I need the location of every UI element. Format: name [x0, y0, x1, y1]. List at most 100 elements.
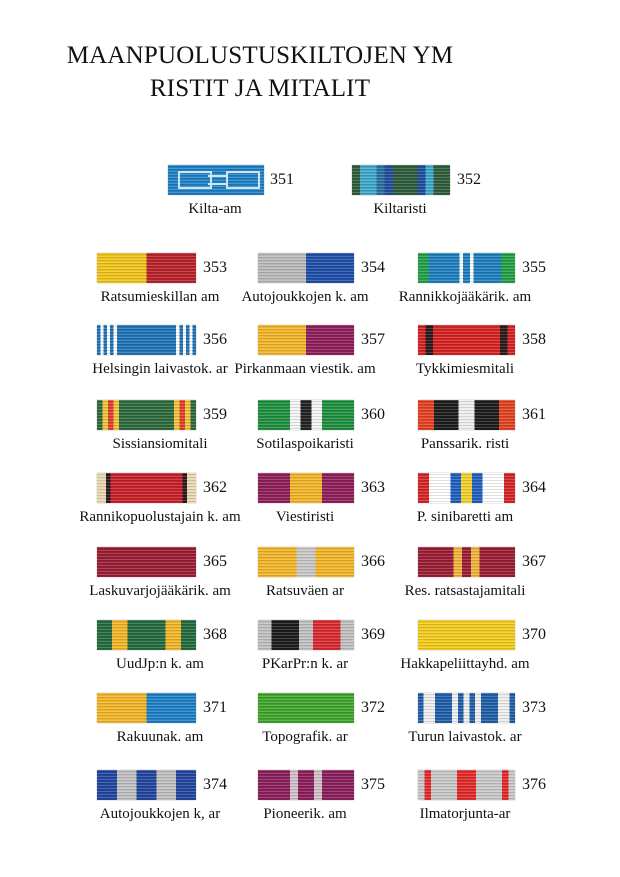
ribbon-entry: 367 Res. ratsastajamitali: [0, 547, 620, 617]
ribbon-number: 352: [457, 171, 481, 188]
ribbon-swatch: [418, 473, 515, 503]
ribbon-name: Topografik. ar: [262, 729, 348, 745]
ribbon-entry: 356 Helsingin laivastok. ar: [0, 325, 620, 395]
ribbon-entry: 371 Rakuunak. am: [0, 693, 620, 763]
ribbon-swatch: [258, 473, 354, 503]
ribbon-name: Ratsumieskillan am: [100, 289, 220, 305]
page-title-line-1: MAANPUOLUSTUSKILTOJEN YM: [66, 42, 454, 69]
ribbon-name: Rakuunak. am: [116, 729, 204, 745]
ribbon-swatch: [97, 620, 196, 650]
ribbon-number: 376: [522, 776, 546, 793]
ribbon-number: 375: [361, 776, 385, 793]
ribbon-number: 362: [203, 479, 227, 496]
ribbon-entry: 373 Turun laivastok. ar: [0, 693, 620, 763]
ribbon-number: 357: [361, 331, 385, 348]
ribbon-entry: 361 Panssarik. risti: [0, 400, 620, 470]
ribbon-name: Autojoukkojen k. am: [241, 289, 369, 305]
ribbon-name: Autojoukkojen k, ar: [99, 806, 221, 822]
ribbon-entry: 358 Tykkimiesmitali: [0, 325, 620, 395]
ribbon-swatch: [258, 620, 354, 650]
ribbon-swatch: [258, 325, 354, 355]
ribbon-swatch: [168, 165, 264, 195]
ribbon-entry: 362 Rannikopuolustajain k. am: [0, 473, 620, 543]
ribbon-number: 356: [203, 331, 227, 348]
ribbon-swatch: [418, 325, 515, 355]
ribbon-number: 368: [203, 626, 227, 643]
ribbon-swatch: [258, 400, 354, 430]
ribbon-swatch: [97, 473, 196, 503]
ribbon-entry: 368 UudJp:n k. am: [0, 620, 620, 690]
ribbon-swatch: [418, 620, 515, 650]
ribbon-name: UudJp:n k. am: [116, 656, 204, 672]
ribbon-entry: 352 Kiltaristi: [0, 165, 620, 235]
ribbon-number: 367: [522, 553, 546, 570]
cross-pattern: [208, 175, 226, 185]
ribbon-name: Tykkimiesmitali: [415, 361, 515, 377]
ribbon-entry: 370 Hakkapeliittayhd. am: [0, 620, 620, 690]
ribbon-number: 360: [361, 406, 385, 423]
ribbon-entry: 357 Pirkanmaan viestik. am: [0, 325, 620, 395]
cross-pattern: [226, 171, 260, 189]
ribbon-name: PKarPr:n k. ar: [261, 656, 349, 672]
ribbon-number: 374: [203, 776, 227, 793]
ribbon-number: 366: [361, 553, 385, 570]
ribbon-name: P. sinibaretti am: [416, 509, 514, 525]
cross-pattern: [178, 171, 212, 189]
ribbon-name: Viestiristi: [275, 509, 335, 525]
ribbon-number: 353: [203, 259, 227, 276]
ribbon-name: Sotilaspoikaristi: [256, 436, 354, 452]
ribbon-name: Pioneerik. am: [263, 806, 347, 822]
ribbon-number: 363: [361, 479, 385, 496]
ribbon-swatch: [418, 770, 515, 800]
ribbon-entry: 355 Rannikkojääkärik. am: [0, 253, 620, 323]
ribbon-name: Helsingin laivastok. ar: [92, 361, 228, 377]
ribbon-entry: 359 Sissiansiomitali: [0, 400, 620, 470]
ribbon-name: Kiltaristi: [373, 201, 427, 217]
ribbon-entry: 366 Ratsuväen ar: [0, 547, 620, 617]
ribbon-number: 359: [203, 406, 227, 423]
ribbon-entry: 351 Kilta-am: [0, 165, 620, 235]
ribbon-number: 351: [270, 171, 294, 188]
ribbon-entry: 374 Autojoukkojen k, ar: [0, 770, 620, 840]
ribbon-entry: 369 PKarPr:n k. ar: [0, 620, 620, 690]
ribbon-swatch: [258, 547, 354, 577]
ribbon-name: Laskuvarjojääkärik. am: [89, 583, 231, 599]
ribbon-swatch: [97, 325, 196, 355]
ribbon-entry: 376 Ilmatorjunta-ar: [0, 770, 620, 840]
ribbon-entry: 360 Sotilaspoikaristi: [0, 400, 620, 470]
ribbon-name: Ilmatorjunta-ar: [419, 806, 511, 822]
ribbon-number: 372: [361, 699, 385, 716]
ribbon-name: Rannikopuolustajain k. am: [79, 509, 241, 525]
ribbon-swatch: [97, 770, 196, 800]
ribbon-name: Turun laivastok. ar: [408, 729, 522, 745]
ribbon-entry: 354 Autojoukkojen k. am: [0, 253, 620, 323]
ribbon-number: 365: [203, 553, 227, 570]
ribbon-name: Ratsuväen ar: [266, 583, 344, 599]
ribbon-swatch: [258, 693, 354, 723]
ribbon-swatch: [418, 693, 515, 723]
ribbon-swatch: [418, 547, 515, 577]
ribbon-number: 371: [203, 699, 227, 716]
ribbon-entry: 353 Ratsumieskillan am: [0, 253, 620, 323]
ribbon-number: 364: [522, 479, 546, 496]
ribbon-entry: 372 Topografik. ar: [0, 693, 620, 763]
ribbon-name: Pirkanmaan viestik. am: [234, 361, 376, 377]
ribbon-swatch: [97, 253, 196, 283]
ribbon-name: Rannikkojääkärik. am: [398, 289, 532, 305]
ribbon-swatch: [258, 770, 354, 800]
ribbon-name: Res. ratsastajamitali: [404, 583, 526, 599]
ribbon-swatch: [97, 400, 196, 430]
ribbon-entry: 375 Pioneerik. am: [0, 770, 620, 840]
ribbon-swatch: [97, 547, 196, 577]
ribbon-number: 358: [522, 331, 546, 348]
ribbon-swatch: [258, 253, 354, 283]
ribbon-swatch: [352, 165, 450, 195]
ribbon-name: Sissiansiomitali: [112, 436, 208, 452]
ribbon-name: Panssarik. risti: [420, 436, 510, 452]
ribbon-swatch: [418, 400, 515, 430]
ribbon-number: 370: [522, 626, 546, 643]
page-title-line-2: RISTIT JA MITALIT: [149, 75, 371, 102]
ribbon-entry: 364 P. sinibaretti am: [0, 473, 620, 543]
ribbon-number: 361: [522, 406, 546, 423]
ribbon-number: 355: [522, 259, 546, 276]
